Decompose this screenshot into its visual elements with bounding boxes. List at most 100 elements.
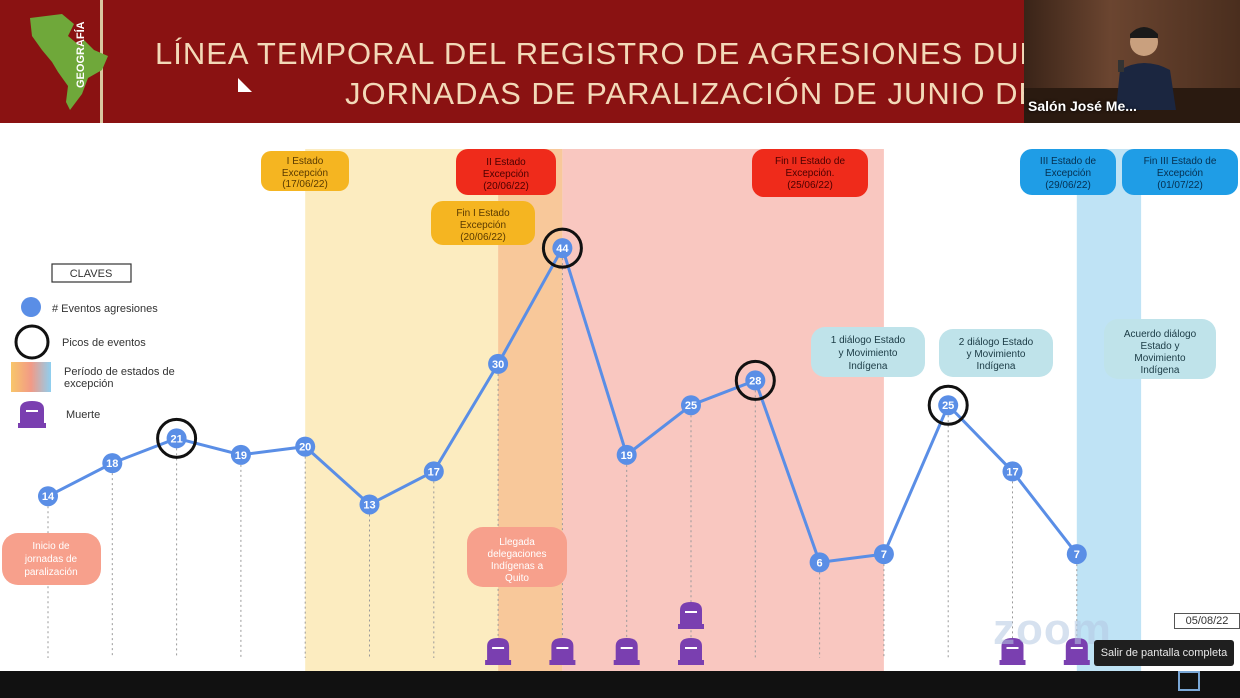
data-point: [230, 444, 251, 465]
data-point: [681, 395, 701, 416]
pointer-arrow-icon: [238, 78, 252, 92]
data-label: 7: [881, 549, 887, 561]
annotation-text: Acuerdo diálogo: [1124, 329, 1197, 340]
tombstone-icon: [613, 638, 640, 665]
annotation-text: (20/06/22): [460, 232, 506, 243]
legend-label-events: # Eventos agresiones: [52, 303, 158, 315]
data-point: [938, 395, 959, 416]
annotation-text: Indígena: [977, 361, 1016, 372]
annotation-inicio: Inicio de jornadas de paralización: [2, 533, 101, 585]
state-of-exception-period: [562, 149, 884, 671]
annotation-text: Excepción: [483, 169, 529, 180]
black-circle-icon: [14, 324, 50, 360]
tombstone-icon: [678, 638, 704, 665]
annotation-dialogo-2: 2 diálogo Estado y Movimiento Indígena: [939, 329, 1053, 377]
data-point: [38, 486, 58, 507]
tombstone-icon: [18, 401, 46, 428]
data-point: [488, 353, 509, 374]
annotation-text: 2 diálogo Estado: [959, 337, 1034, 348]
data-label: 19: [621, 450, 633, 462]
peak-marker: [541, 227, 583, 269]
tombstone-icon: [485, 638, 512, 665]
data-label: 28: [749, 375, 761, 387]
data-point: [809, 552, 830, 573]
annotation-text: III Estado de: [1040, 156, 1097, 167]
annotation-text: (17/06/22): [282, 179, 328, 190]
data-label: 19: [235, 450, 247, 462]
annotation-text: (29/06/22): [1045, 180, 1091, 191]
annotation-text: Excepción.: [786, 168, 835, 179]
annotation-text: Quito: [505, 573, 529, 584]
data-label: 30: [492, 359, 504, 371]
annotation-text: Fin III Estado de: [1144, 156, 1217, 167]
data-label: 6: [817, 557, 823, 569]
legend-label-period-2: excepción: [64, 378, 114, 390]
data-point: [423, 461, 444, 482]
annotation-text: (25/06/22): [787, 180, 833, 191]
data-point: [1066, 544, 1087, 565]
annotation-text: Excepción: [1157, 168, 1203, 179]
data-point: [295, 436, 316, 457]
date-badge: 05/08/22: [1174, 613, 1240, 629]
data-label: 25: [685, 400, 697, 412]
annotation-text: y Movimiento: [967, 349, 1026, 360]
blue-dot-icon: [21, 297, 41, 317]
zoom-watermark: zoom: [993, 605, 1112, 654]
slide-content: I Estado Excepción (17/06/22) II Estado …: [0, 123, 1240, 690]
data-label: 13: [363, 499, 375, 511]
logo-text: GEOGRAFÍA: [74, 21, 87, 88]
data-point: [166, 428, 187, 449]
chart-legend: CLAVES # Eventos agresiones Picos de eve…: [11, 263, 175, 428]
annotation-text: Llegada: [499, 537, 535, 548]
legend-title: CLAVES: [70, 268, 113, 280]
data-point: [616, 444, 637, 465]
tombstone-icon: [1063, 638, 1090, 665]
annotation-estado-2: II Estado Excepción (20/06/22): [456, 149, 556, 195]
legend-label-peaks: Picos de eventos: [62, 337, 146, 349]
legend-label-death: Muerte: [66, 409, 100, 421]
participant-video-tile[interactable]: Salón José Me...: [1024, 0, 1240, 123]
annotation-fin-estado-1: Fin I Estado Excepción (20/06/22): [431, 201, 535, 245]
peak-marker: [156, 417, 198, 459]
annotation-text: (01/07/22): [1157, 180, 1203, 191]
data-label: 44: [556, 243, 569, 255]
speaker-avatar: [1116, 27, 1176, 110]
participant-name-label: Salón José Me...: [1028, 98, 1137, 114]
annotation-text: Inicio de: [32, 541, 70, 552]
tombstone-icon: [678, 602, 704, 629]
data-label: 17: [1006, 466, 1018, 478]
annotation-text: Estado y: [1141, 341, 1180, 352]
annotation-text: Indígena: [849, 361, 888, 372]
annotation-text: I Estado: [287, 156, 324, 167]
annotation-fin-estado-2: Fin II Estado de Excepción. (25/06/22): [752, 149, 868, 197]
data-point: [745, 370, 766, 391]
latin-america-map-logo: GEOGRAFÍA: [30, 14, 108, 110]
data-label: 7: [1074, 549, 1080, 561]
annotation-text: delegaciones: [488, 549, 547, 560]
annotation-text: paralización: [24, 567, 77, 578]
gradient-swatch-icon: [11, 362, 51, 392]
data-label: 17: [428, 466, 440, 478]
annotation-fin-estado-3: Fin III Estado de Excepción (01/07/22): [1122, 149, 1238, 195]
annotation-estado-3: III Estado de Excepción (29/06/22): [1020, 149, 1116, 195]
peak-marker: [734, 359, 776, 401]
annotation-text: Indígena: [1141, 365, 1180, 376]
data-point: [102, 453, 123, 474]
data-point: [359, 494, 380, 515]
state-of-exception-period: [1076, 149, 1142, 671]
annotation-text: jornadas de: [24, 554, 78, 565]
tombstone-icon: [999, 638, 1026, 665]
exit-fullscreen-tooltip: Salir de pantalla completa: [1094, 640, 1234, 666]
annotation-text: II Estado: [486, 157, 526, 168]
slide-title-line-1: LÍNEA TEMPORAL DEL REGISTRO DE AGRESIONE…: [155, 36, 1065, 71]
annotation-text: Movimiento: [1134, 353, 1186, 364]
legend-label-period: Período de estados de: [64, 366, 175, 378]
annotation-estado-1: I Estado Excepción (17/06/22): [261, 151, 349, 191]
annotation-text: Excepción: [1045, 168, 1091, 179]
exit-fullscreen-button[interactable]: [1178, 671, 1200, 691]
annotation-text: Excepción: [460, 220, 506, 231]
annotation-text: Fin I Estado: [456, 208, 510, 219]
tombstone-icon: [549, 638, 576, 665]
data-label: 20: [299, 442, 311, 454]
data-label: 18: [106, 458, 118, 470]
